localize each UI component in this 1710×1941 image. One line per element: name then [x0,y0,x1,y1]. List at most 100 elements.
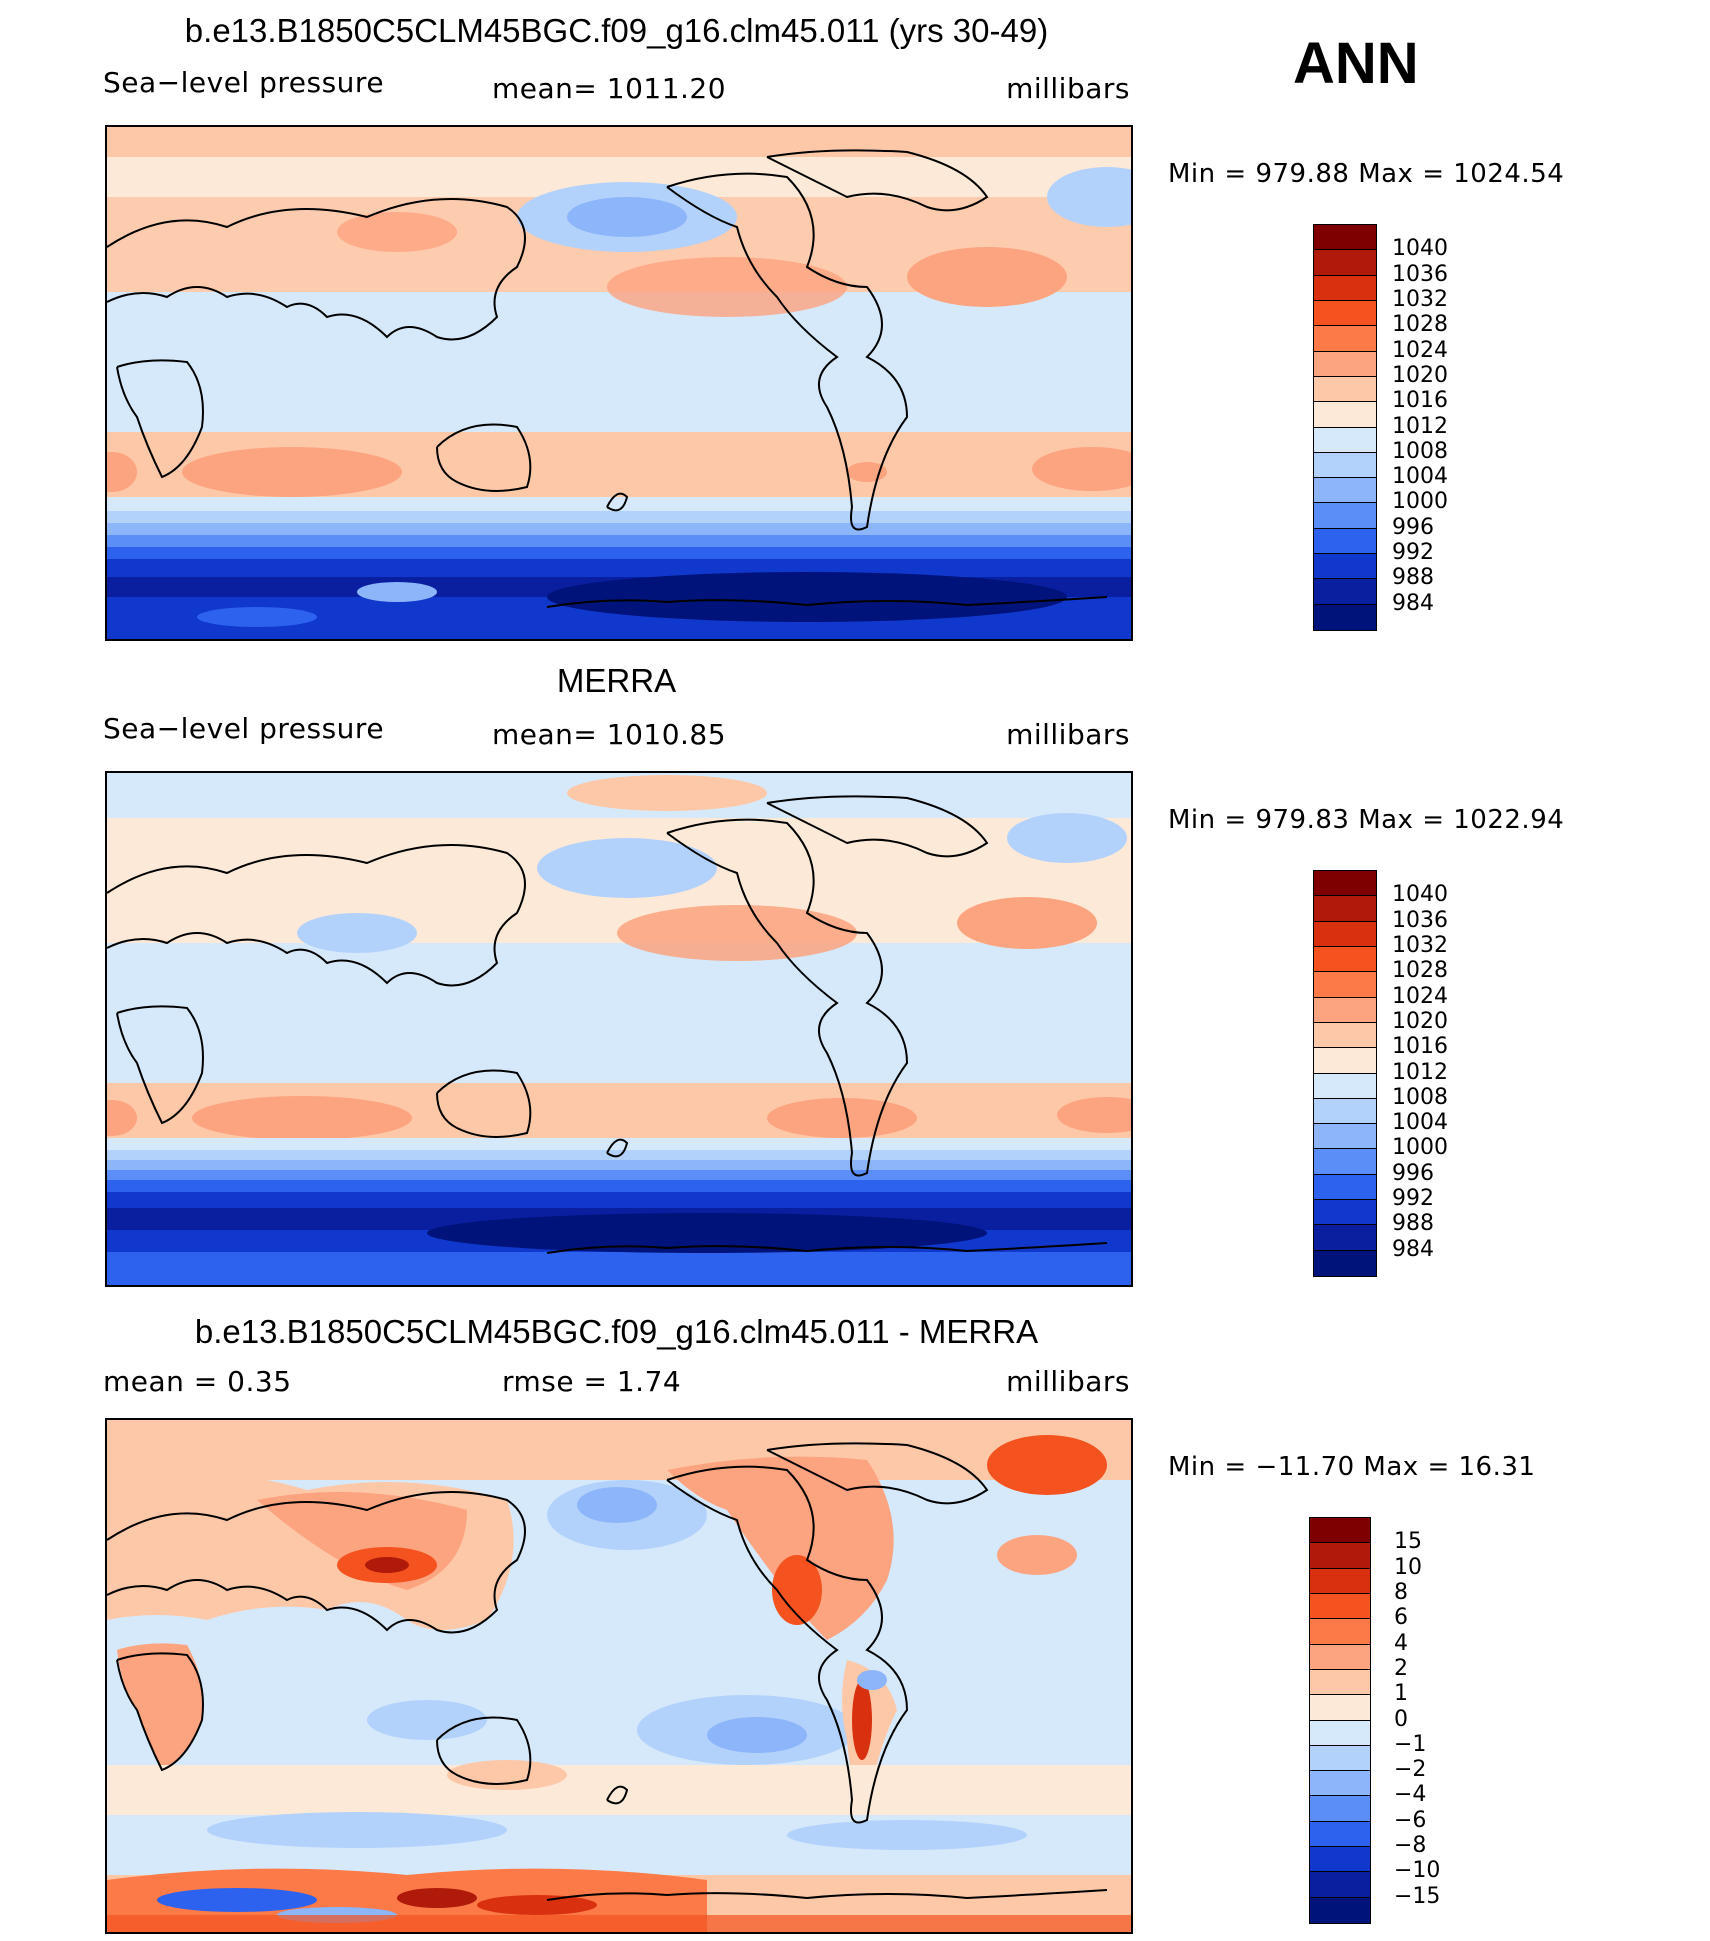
colorbar-tick-label: 1004 [1392,1110,1448,1136]
colorbar-tick-label: 10 [1394,1554,1422,1580]
colorbar-tick-label: 1040 [1392,882,1448,908]
colorbar-swatch [1310,1796,1370,1822]
colorbar-swatch [1314,1048,1376,1074]
colorbar-tick-label: 1036 [1392,261,1448,287]
panel3-rmse-label: rmse = 1.74 [502,1365,682,1398]
colorbar-swatch [1314,921,1376,947]
panel1-variable-label: Sea−level pressure [103,66,385,99]
colorbar-swatch [1310,1745,1370,1772]
colorbar-swatch [1314,1149,1376,1175]
colorbar-tick-label: 1020 [1392,362,1448,388]
panel3-mean-label: mean = 0.35 [103,1365,292,1398]
panel2-map [105,771,1133,1287]
colorbar-swatch [1314,1022,1376,1049]
panel2-minmax: Min = 979.83 Max = 1022.94 [1168,805,1565,835]
colorbar-swatch [1314,554,1376,580]
panel2-mean-label: mean= 1010.85 [492,718,727,751]
colorbar-tick-label: 996 [1392,514,1434,540]
colorbar-tick-label: 1028 [1392,958,1448,984]
colorbar-tick-label: 1 [1394,1681,1408,1707]
panel1-map [105,125,1133,641]
panel3-minmax: Min = −11.70 Max = 16.31 [1168,1452,1536,1482]
colorbar-tick-label: −15 [1394,1883,1441,1909]
colorbar-tick-label: −8 [1394,1833,1427,1859]
panel1-title: b.e13.B1850C5CLM45BGC.f09_g16.clm45.011 … [184,12,1049,49]
panel1-mean-label: mean= 1011.20 [492,72,727,105]
panel2-units-label: millibars [1006,718,1130,751]
colorbar-tick-label: 984 [1392,1236,1434,1262]
colorbar-tick-label: −1 [1394,1731,1427,1757]
colorbar-tick-label: 992 [1392,1186,1434,1212]
colorbar-tick-label: 1000 [1392,1135,1448,1161]
colorbar-swatch [1314,351,1376,377]
colorbar-tick-label: 1016 [1392,388,1448,414]
colorbar-swatch [1314,896,1376,922]
colorbar-swatch [1310,1568,1370,1594]
colorbar-swatch [1314,275,1376,301]
colorbar-tick-label: −6 [1394,1807,1427,1833]
colorbar-tick-label: 996 [1392,1160,1434,1186]
panel3-title: b.e13.B1850C5CLM45BGC.f09_g16.clm45.011 … [194,1313,1039,1350]
colorbar-tick-label: 1024 [1392,983,1448,1009]
colorbar-swatch [1314,1200,1376,1226]
colorbar-swatch [1310,1771,1370,1797]
panel2-map-graphic [107,773,1131,1285]
panel3-units-label: millibars [1006,1365,1130,1398]
colorbar-swatch [1310,1872,1370,1898]
panel1-minmax: Min = 979.88 Max = 1024.54 [1168,159,1565,189]
colorbar-swatch [1314,871,1376,897]
colorbar-swatch [1314,503,1376,529]
colorbar-swatch [1310,1720,1370,1746]
colorbar-swatch [1310,1644,1370,1670]
colorbar-tick-label: 2 [1394,1655,1408,1681]
colorbar-tick-label: 15 [1394,1529,1422,1555]
panel3-map [105,1418,1133,1934]
colorbar-tick-label: 1020 [1392,1008,1448,1034]
colorbar-tick-label: 8 [1394,1579,1408,1605]
colorbar-swatch [1314,579,1376,605]
colorbar-tick-label: 1008 [1392,1084,1448,1110]
colorbar-tick-label: 1028 [1392,312,1448,338]
colorbar-swatch [1314,250,1376,276]
colorbar-tick-label: 984 [1392,590,1434,616]
colorbar-swatch [1314,1073,1376,1099]
colorbar-swatch [1314,1098,1376,1125]
colorbar-tick-label: 1032 [1392,286,1448,312]
colorbar-swatch [1314,478,1376,504]
panel1-colorbar [1313,224,1377,631]
colorbar-swatch [1314,1250,1376,1276]
panel1-units-label: millibars [1006,72,1130,105]
colorbar-tick-label: 1032 [1392,932,1448,958]
panel3-map-graphic [107,1420,1131,1932]
panel2-variable-label: Sea−level pressure [103,712,385,745]
colorbar-tick-label: 988 [1392,565,1434,591]
colorbar-swatch [1314,452,1376,479]
colorbar-swatch [1314,300,1376,327]
colorbar-tick-label: −10 [1394,1858,1441,1884]
colorbar-swatch [1314,376,1376,403]
colorbar-swatch [1310,1897,1370,1923]
panel2-colorbar [1313,870,1377,1277]
colorbar-tick-label: 1008 [1392,438,1448,464]
colorbar-tick-label: 1024 [1392,337,1448,363]
colorbar-swatch [1314,1174,1376,1201]
colorbar-swatch [1310,1669,1370,1696]
colorbar-swatch [1314,1124,1376,1150]
colorbar-tick-label: 1012 [1392,413,1448,439]
colorbar-swatch [1314,528,1376,555]
colorbar-swatch [1314,972,1376,998]
colorbar-tick-label: 1040 [1392,236,1448,262]
panel3-colorbar [1309,1517,1371,1924]
colorbar-tick-label: 4 [1394,1630,1408,1656]
colorbar-swatch [1310,1821,1370,1848]
colorbar-tick-label: 988 [1392,1211,1434,1237]
panel1-map-graphic [107,127,1131,639]
colorbar-swatch [1314,402,1376,428]
colorbar-swatch [1314,225,1376,251]
colorbar-tick-label: 0 [1394,1706,1408,1732]
colorbar-swatch [1314,604,1376,630]
colorbar-swatch [1310,1619,1370,1645]
colorbar-swatch [1314,946,1376,973]
colorbar-swatch [1310,1847,1370,1873]
colorbar-tick-label: 992 [1392,540,1434,566]
